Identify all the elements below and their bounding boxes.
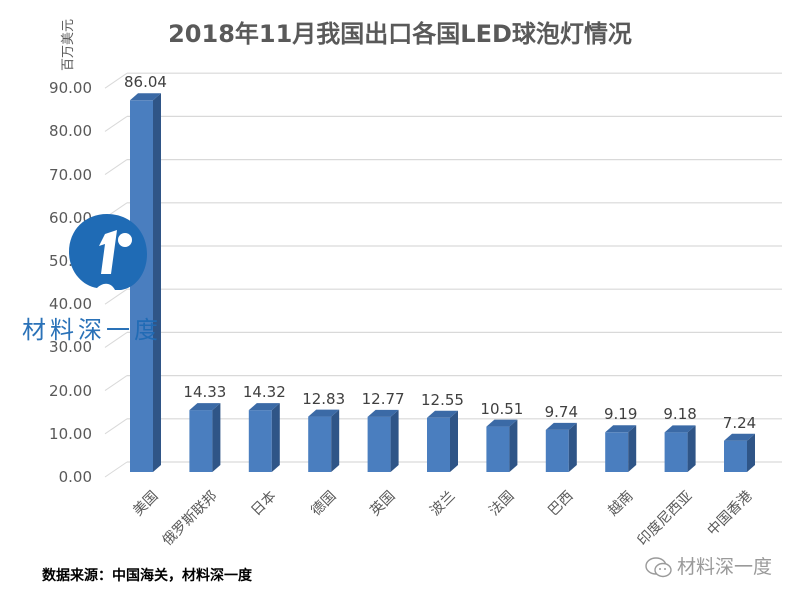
bar [189,403,221,472]
bar-value-label: 7.24 [722,413,757,432]
bar [308,409,340,472]
y-tick-label: 70.00 [49,165,92,184]
y-tick-label: 20.00 [49,381,92,400]
bar [427,410,458,472]
bar-value-label: 86.04 [124,73,167,92]
bar [605,425,637,472]
bar-value-label: 9.18 [663,405,697,424]
chart-title: 2018年11月我国出口各国LED球泡灯情况 [168,20,632,48]
y-tick-label: 40.00 [49,295,92,314]
watermark-text: 材料深一度 [22,316,162,344]
bar [664,425,696,472]
bar-value-label: 10.51 [480,399,524,418]
bar-value-label: 9.19 [603,405,638,424]
watermark-logo-icon [69,214,147,290]
y-tick-label: 10.00 [49,424,92,443]
bar-value-label: 12.55 [421,390,464,409]
bar [545,422,577,472]
bar [724,433,755,472]
bar-value-label: 14.32 [242,383,286,402]
bar [248,403,280,472]
bar [486,419,518,472]
data-source-note: 数据来源：中国海关，材料深一度 [42,568,252,584]
bar-value-label: 12.77 [361,389,405,408]
y-tick-label: 60.00 [49,208,92,227]
wechat-account-watermark: 材料深一度 [645,552,772,579]
bar-value-label: 9.74 [544,402,578,421]
bar [130,93,161,473]
wechat-account-name: 材料深一度 [677,556,773,578]
y-tick-label: 30.00 [49,338,92,357]
wechat-icon [645,556,672,577]
bar [367,409,399,472]
y-tick-label: 90.00 [49,79,92,98]
bar-value-label: 12.83 [302,389,346,408]
bar-value-label: 14.33 [183,383,227,402]
y-tick-label: 0.00 [58,468,92,486]
y-tick-label: 80.00 [49,122,92,141]
